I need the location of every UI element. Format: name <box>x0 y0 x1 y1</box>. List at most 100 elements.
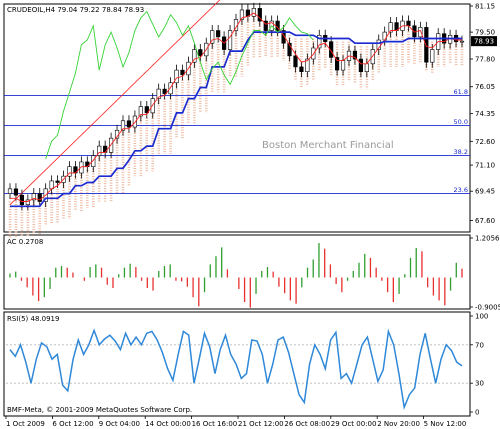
candle-body <box>126 120 132 128</box>
price-tick-label: 76.05 <box>475 83 495 91</box>
candle-body <box>364 63 369 72</box>
candle-body <box>329 41 334 58</box>
time-tick-label: 6 Oct 12:00 <box>52 420 93 428</box>
candle-body <box>424 27 429 63</box>
candle-body <box>317 34 322 49</box>
candle-body <box>388 22 393 33</box>
candle-body <box>174 69 179 84</box>
candle-body <box>138 106 143 117</box>
candle-body <box>335 57 340 71</box>
candle-body <box>168 82 173 95</box>
fib-level-label: 61.8 <box>454 88 468 96</box>
price-tick-label: 79.50 <box>475 29 495 37</box>
time-tick-label: 2 Nov 20:00 <box>377 420 420 428</box>
candle-body <box>144 106 149 114</box>
watermark: Boston Merchant Financial <box>262 140 394 151</box>
candle-body <box>25 199 30 205</box>
candle-body <box>352 50 358 60</box>
candle-body <box>67 166 72 177</box>
price-tick-label: 69.45 <box>475 188 495 196</box>
candle-body <box>150 98 155 114</box>
fib-level-label: 50.0 <box>454 118 468 126</box>
trend-line <box>9 0 221 205</box>
candle-body <box>120 120 126 131</box>
fib-level-label: 38.2 <box>454 148 468 156</box>
candle-body <box>216 30 221 38</box>
axes-layer: 81.15 79.50 77.80 76.05 74.35 72.60 71.10 69.45… <box>5 3 500 428</box>
candle-body <box>340 60 346 71</box>
price-layer: 100.061.850.038.223.6 <box>4 0 470 238</box>
time-tick-label: 14 Oct 00:00 <box>145 420 191 428</box>
candle-body <box>109 137 114 153</box>
candle-body <box>376 39 381 50</box>
rsi-line <box>9 328 463 410</box>
rsi-layer <box>6 328 469 410</box>
candle-body <box>156 88 161 99</box>
candle-body <box>192 49 197 63</box>
ac-pane-frame <box>3 234 471 310</box>
last-price-badge <box>471 36 497 47</box>
fib-level-label: 23.6 <box>454 186 468 194</box>
ac-tick-label: 1.2056 <box>475 235 500 243</box>
price-tick-label: 67.60 <box>475 217 495 225</box>
time-tick-label: 21 Oct 12:00 <box>238 420 284 428</box>
candle-body <box>406 20 411 27</box>
candle-body <box>7 188 13 194</box>
candle-body <box>210 30 215 44</box>
candle-body <box>132 115 137 128</box>
rsi-pane-frame <box>3 311 471 417</box>
candle-body <box>198 49 203 57</box>
price-tick-label: 81.15 <box>475 3 495 11</box>
candle-body <box>37 193 42 202</box>
candle-body <box>358 58 363 72</box>
candle-body <box>293 55 298 68</box>
last-price-label: 78.93 <box>474 38 494 46</box>
candle-body <box>227 30 233 50</box>
kijun-line <box>10 31 462 208</box>
candle-body <box>263 20 268 31</box>
candle-body <box>459 40 465 43</box>
candle-body <box>251 8 256 17</box>
price-tick-label: 74.35 <box>475 110 495 118</box>
candle-body <box>31 193 36 201</box>
candle-body <box>257 8 262 22</box>
candle-body <box>418 27 423 38</box>
rsi-tick-label: 70 <box>475 341 484 349</box>
price-title: CRUDEOIL,H4 79.04 79.22 78.84 78.93 <box>7 6 144 14</box>
candle-body <box>55 180 60 183</box>
ac-layer <box>9 243 463 308</box>
time-tick-label: 9 Oct 04:00 <box>99 420 140 428</box>
ac-tick-label: -0.9005 <box>475 304 500 312</box>
tenkan-line <box>10 12 462 202</box>
candle-body <box>91 155 96 167</box>
candle-body <box>287 42 292 57</box>
candle-body <box>19 194 24 205</box>
rsi-title: RSI(5) 48.0919 <box>7 315 59 323</box>
time-tick-label: 5 Nov 12:00 <box>424 420 467 428</box>
time-tick-label: 29 Oct 00:00 <box>331 420 377 428</box>
candle-body <box>305 58 310 72</box>
price-tick-label: 71.10 <box>475 162 495 170</box>
candle-body <box>239 9 245 20</box>
chikou-line <box>45 10 314 159</box>
candle-body <box>162 88 167 95</box>
time-tick-label: 1 Oct 2009 <box>6 420 45 428</box>
rsi-tick-label: 30 <box>475 380 484 388</box>
copyright-text: BMF-Meta, © 2001-2009 MetaQuotes Softwar… <box>7 406 192 414</box>
candle-body <box>281 30 286 44</box>
price-tick-label: 72.60 <box>475 138 495 146</box>
ac-title: AC 0.2708 <box>7 238 43 246</box>
candle-body <box>430 49 435 63</box>
rsi-tick-label: 100 <box>475 313 488 321</box>
candle-body <box>79 161 84 174</box>
time-tick-label: 26 Oct 08:00 <box>284 420 330 428</box>
candle-body <box>97 145 102 156</box>
rsi-tick-label: 0 <box>475 409 479 417</box>
candle-body <box>299 66 304 72</box>
candle-body <box>180 69 185 76</box>
time-tick-label: 16 Oct 16:00 <box>192 420 238 428</box>
price-tick-label: 77.80 <box>475 56 495 64</box>
candle-body <box>13 188 19 196</box>
